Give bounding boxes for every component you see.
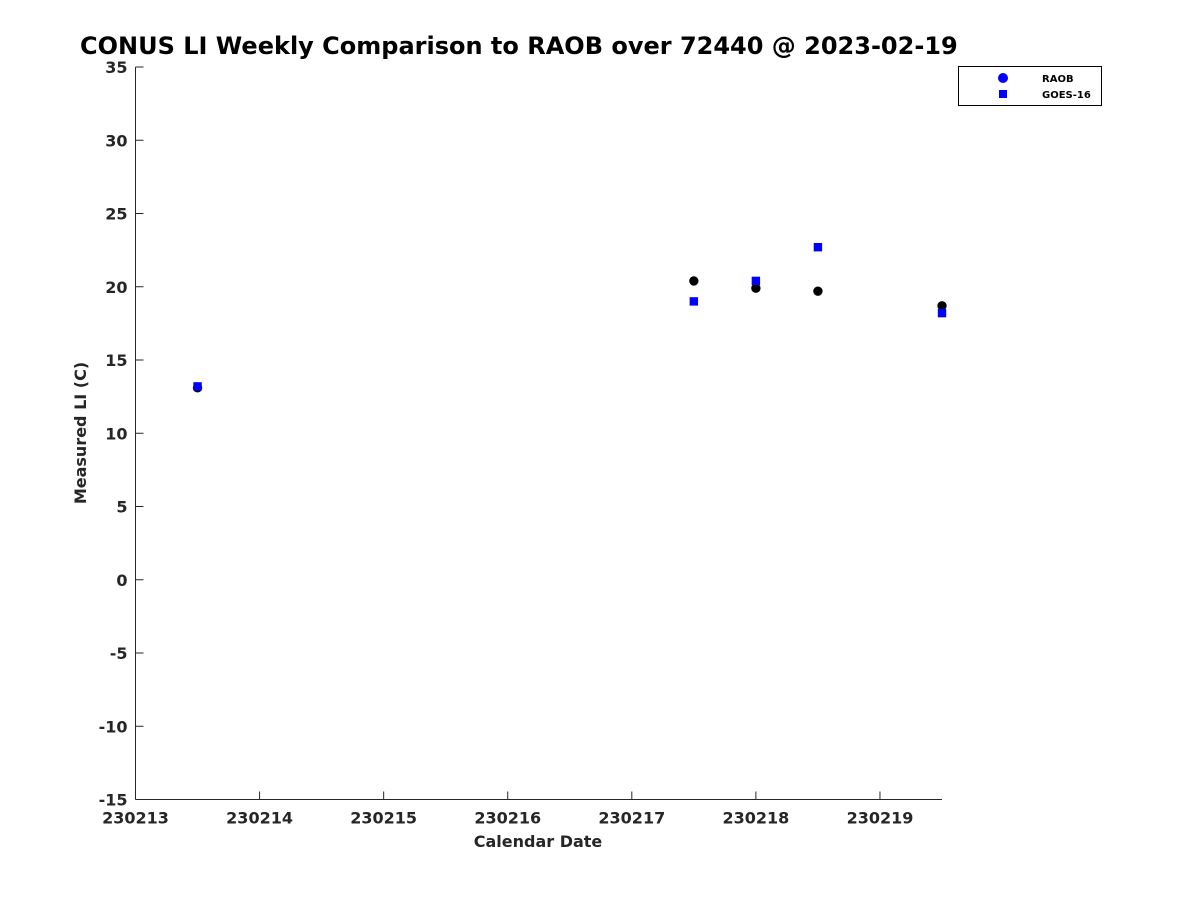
x-axis-label: Calendar Date bbox=[474, 832, 603, 851]
y-tick-label: 25 bbox=[105, 205, 127, 224]
y-tick-label: 35 bbox=[105, 58, 127, 77]
series-goes-16 bbox=[193, 242, 947, 391]
x-tick-label: 230216 bbox=[474, 809, 541, 828]
y-tick-label: -5 bbox=[110, 644, 128, 663]
raob-point bbox=[751, 283, 761, 293]
legend-box bbox=[958, 66, 1102, 106]
y-tick-label: 20 bbox=[105, 278, 127, 297]
legend-label: RAOB bbox=[1042, 74, 1074, 85]
legend-label: GOES-16 bbox=[1042, 90, 1091, 101]
x-axis-ticks: 230213 230214 230215 230216 230217 230218 2302… bbox=[102, 791, 914, 828]
goes-16-point bbox=[937, 308, 947, 318]
y-tick-label: 5 bbox=[116, 498, 127, 517]
goes-16-point bbox=[193, 382, 202, 391]
y-tick-label: 15 bbox=[105, 351, 127, 370]
x-tick-label: 230213 bbox=[102, 809, 169, 828]
raob-point bbox=[813, 286, 823, 296]
raob-point bbox=[937, 301, 947, 311]
y-axis-label: Measured LI (C) bbox=[71, 362, 90, 504]
legend-marker-goes-16 bbox=[999, 90, 1007, 98]
series-raob bbox=[192, 276, 947, 393]
legend: RAOB GOES-16 bbox=[958, 66, 1102, 106]
y-tick-label: -15 bbox=[99, 791, 128, 810]
y-tick-label: 0 bbox=[116, 571, 127, 590]
goes-16-point bbox=[813, 242, 823, 252]
goes-16-point bbox=[751, 276, 761, 286]
data-points bbox=[192, 242, 947, 393]
legend-entries: RAOB GOES-16 bbox=[998, 73, 1091, 101]
x-tick-label: 230217 bbox=[598, 809, 665, 828]
chart-title: CONUS LI Weekly Comparison to RAOB over … bbox=[80, 32, 958, 60]
y-tick-label: 30 bbox=[105, 131, 127, 150]
raob-point bbox=[689, 276, 699, 286]
x-tick-label: 230219 bbox=[847, 809, 914, 828]
y-tick-label: -10 bbox=[99, 717, 128, 736]
x-tick-label: 230214 bbox=[226, 809, 293, 828]
legend-marker-raob bbox=[998, 73, 1008, 83]
y-tick-label: 10 bbox=[105, 424, 127, 443]
x-tick-label: 230218 bbox=[722, 809, 789, 828]
x-tick-label: 230215 bbox=[350, 809, 417, 828]
y-axis-ticks: 35 30 25 20 15 10 5 0 -5 -10 -15 bbox=[99, 58, 144, 810]
goes-16-point bbox=[689, 297, 699, 306]
